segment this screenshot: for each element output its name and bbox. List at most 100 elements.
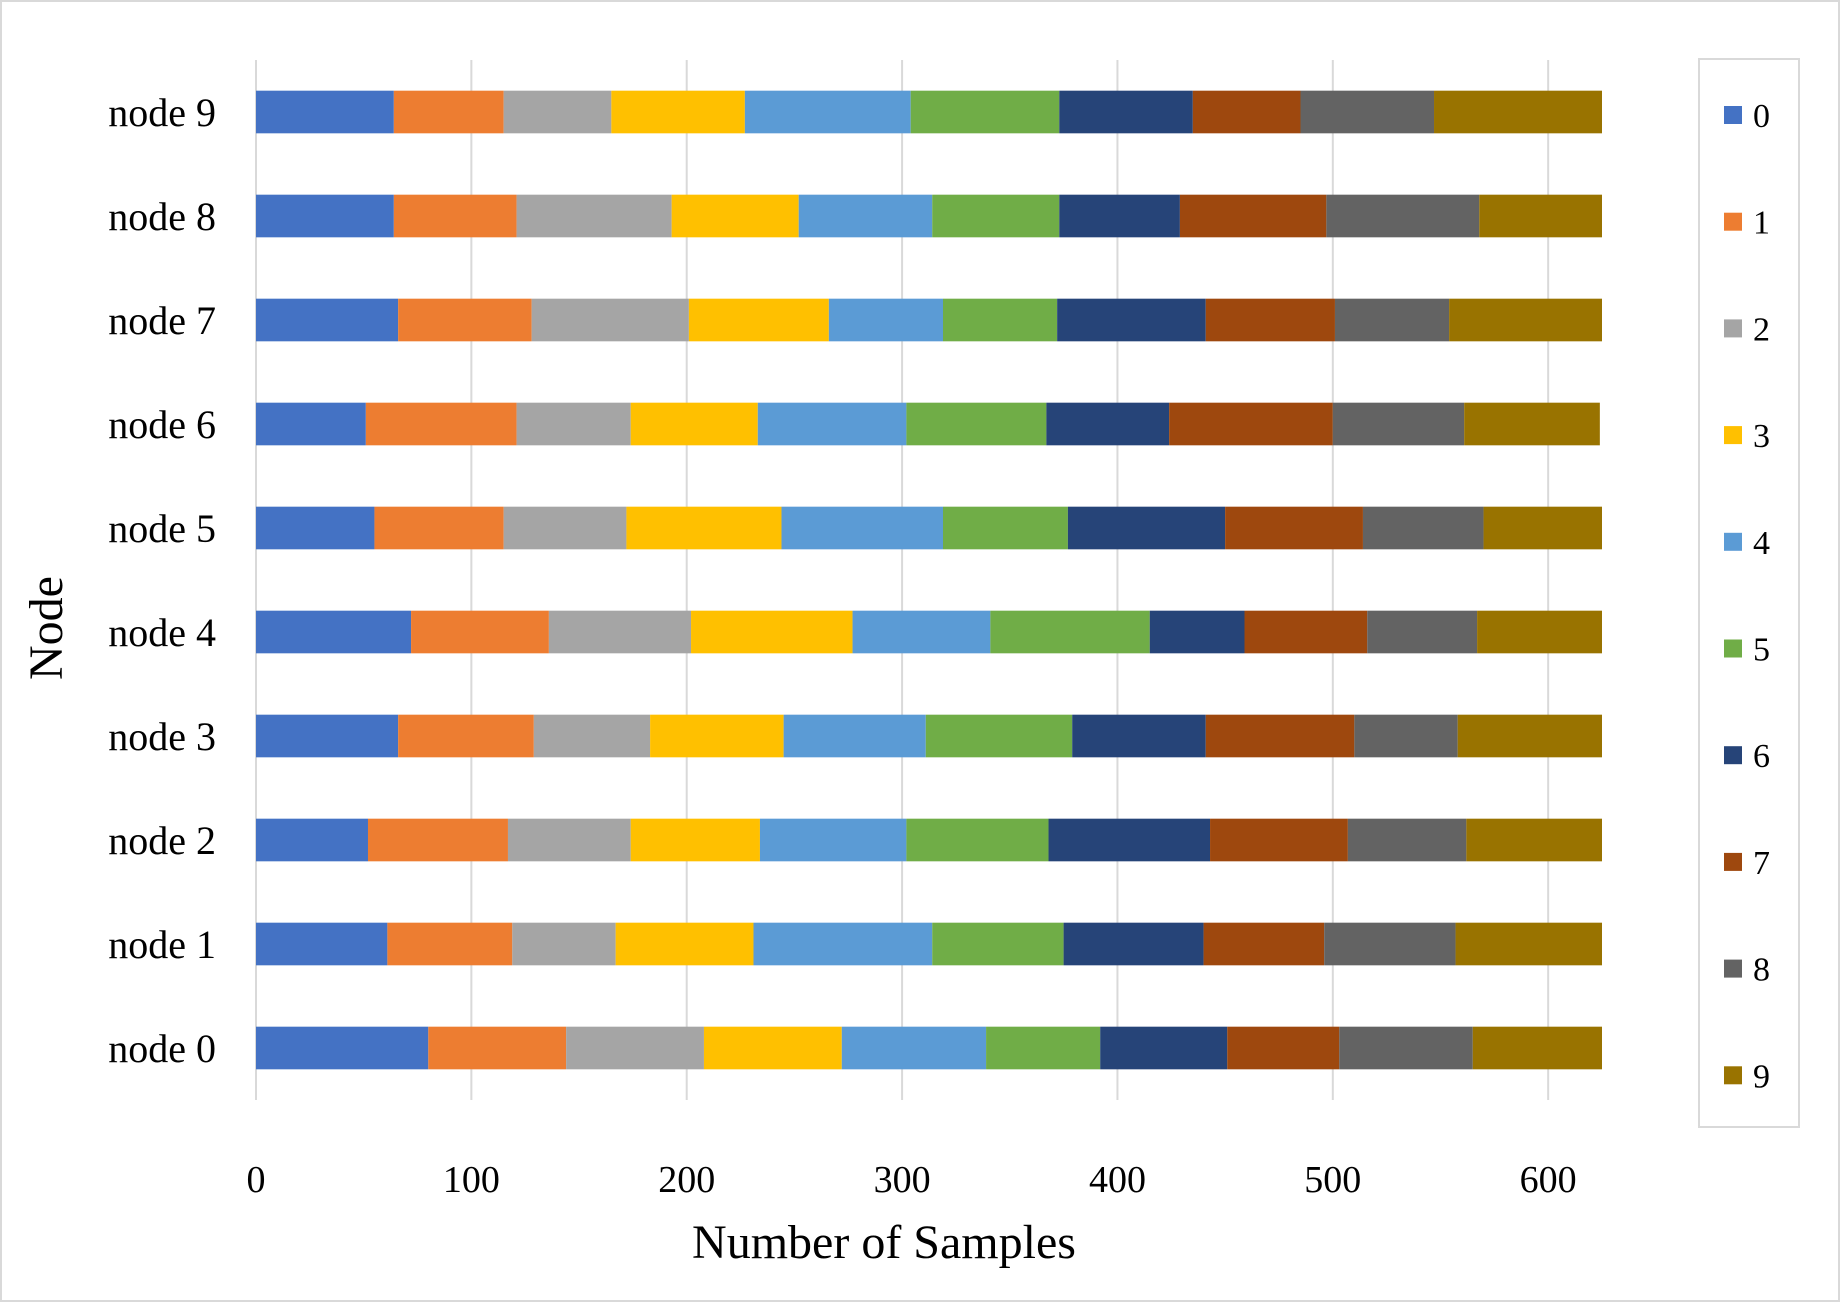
bar-segment [1100, 1026, 1228, 1070]
bar-segment [1354, 714, 1458, 758]
bar-segment [516, 402, 631, 446]
bar-segment [1455, 922, 1602, 966]
bar-segment [256, 506, 375, 550]
legend-label: 0 [1753, 98, 1770, 135]
bar-segment [630, 402, 758, 446]
bar-segment [798, 194, 933, 238]
category-label: node 1 [108, 922, 216, 967]
bar-segment [691, 610, 853, 654]
bar-segment [1046, 402, 1170, 446]
bar-segment [783, 714, 926, 758]
legend-swatch [1724, 959, 1742, 978]
bar-segment [393, 194, 517, 238]
legend-label: 3 [1753, 418, 1770, 455]
category-label: node 8 [108, 194, 216, 239]
bar-segment [1339, 1026, 1473, 1070]
bar-segment [932, 922, 1064, 966]
bars [256, 90, 1602, 1070]
bar-segment [1434, 90, 1602, 134]
bar-segment [548, 610, 692, 654]
bar-segment [932, 194, 1060, 238]
bar-segment [256, 714, 399, 758]
bar-segment [1063, 922, 1204, 966]
category-label: node 2 [108, 818, 216, 863]
x-tick-label: 0 [247, 1159, 266, 1201]
bar-segment [744, 90, 911, 134]
bar-segment [942, 298, 1058, 342]
legend-label: 2 [1753, 311, 1770, 348]
x-tick-label: 100 [443, 1159, 500, 1201]
x-axis-title: Number of Samples [692, 1216, 1076, 1269]
bar-segment [828, 298, 943, 342]
bar-segment [1210, 818, 1348, 862]
legend-swatch [1724, 212, 1742, 231]
bar-segment [1203, 922, 1325, 966]
bar-segment [256, 610, 412, 654]
bar-segment [703, 1026, 842, 1070]
bar-segment [256, 1026, 429, 1070]
bar-segment [852, 610, 991, 654]
bar-segment [1205, 298, 1335, 342]
bar-segment [393, 90, 504, 134]
bar-segment [512, 922, 616, 966]
bar-segment [1067, 506, 1226, 550]
bar-segment [1457, 714, 1602, 758]
legend-swatch [1724, 746, 1742, 765]
bar-segment [1466, 818, 1602, 862]
bar-segment [503, 506, 627, 550]
legend-swatch [1724, 532, 1742, 551]
category-label: node 0 [108, 1026, 216, 1071]
bar-segment [256, 194, 394, 238]
bar-segment [1324, 922, 1456, 966]
category-label: node 5 [108, 506, 216, 551]
bar-segment [1479, 194, 1602, 238]
legend-label: 8 [1753, 952, 1770, 989]
bar-segment [1332, 402, 1465, 446]
bar-segment [1334, 298, 1450, 342]
bar-segment [688, 298, 829, 342]
bar-segment [1048, 818, 1211, 862]
legend-box [1698, 58, 1800, 1128]
bar-segment [1192, 90, 1301, 134]
bar-segment [1059, 194, 1180, 238]
bar-segment [256, 90, 394, 134]
bar-segment [533, 714, 651, 758]
bar-segment [925, 714, 1073, 758]
bar-segment [256, 402, 366, 446]
bar-segment [428, 1026, 567, 1070]
bar-segment [671, 194, 799, 238]
bar-segment [365, 402, 517, 446]
bar-segment [1464, 402, 1600, 446]
legend-swatch [1724, 106, 1742, 124]
legend-label: 5 [1753, 632, 1770, 669]
bar-segment [398, 298, 532, 342]
x-tick-label: 300 [874, 1159, 931, 1201]
bar-segment [1326, 194, 1480, 238]
bar-segment [781, 506, 943, 550]
bar-segment [986, 1026, 1101, 1070]
bar-segment [566, 1026, 704, 1070]
bar-segment [1367, 610, 1478, 654]
legend-swatch [1724, 1066, 1742, 1085]
category-label: node 6 [108, 402, 216, 447]
bar-segment [1059, 90, 1193, 134]
bar-segment [906, 402, 1047, 446]
bar-segment [374, 506, 504, 550]
bar-segment [256, 298, 399, 342]
bar-segment [753, 922, 933, 966]
bar-segment [1072, 714, 1206, 758]
bar-segment [1362, 506, 1484, 550]
bar-segment [1300, 90, 1435, 134]
bar-segment [630, 818, 760, 862]
x-tick-label: 600 [1520, 1159, 1577, 1201]
category-label: node 9 [108, 90, 216, 135]
bar-segment [1169, 402, 1333, 446]
category-label: node 7 [108, 298, 216, 343]
legend-label: 9 [1753, 1058, 1770, 1095]
bar-segment [1179, 194, 1327, 238]
bar-segment [516, 194, 672, 238]
bar-segment [906, 818, 1049, 862]
bar-segment [1057, 298, 1206, 342]
bar-segment [1347, 818, 1467, 862]
